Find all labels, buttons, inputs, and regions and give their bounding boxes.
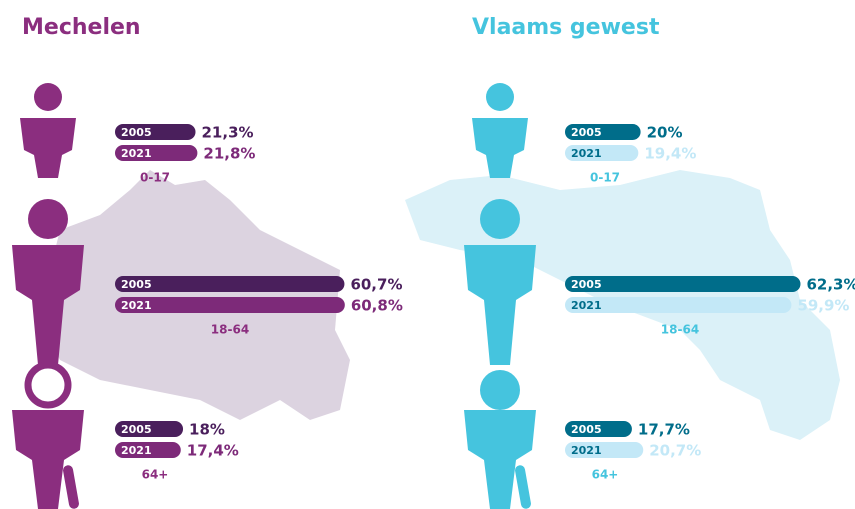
- category-label: 18-64: [661, 323, 699, 337]
- bar-year: 2021: [571, 444, 602, 457]
- bar-year: 2021: [121, 444, 152, 457]
- category-label: 64+: [592, 468, 619, 482]
- map-mechelen: [40, 170, 350, 420]
- panel-title: Mechelen: [22, 15, 141, 40]
- value-label: 17,7%: [638, 421, 690, 439]
- bar-year: 2005: [571, 278, 602, 291]
- bar: [565, 297, 792, 313]
- bar: [115, 297, 345, 313]
- bar: [565, 276, 801, 292]
- bar-year: 2021: [121, 147, 152, 160]
- bar-year: 2005: [121, 278, 152, 291]
- bar: [115, 124, 196, 140]
- category-label: 0-17: [140, 171, 170, 185]
- bar-year: 2005: [571, 423, 602, 436]
- bar-year: 2005: [121, 423, 152, 436]
- icons-mechelen: [12, 83, 84, 509]
- value-label: 60,7%: [350, 276, 402, 294]
- value-label: 62,3%: [806, 276, 855, 294]
- category-label: 0-17: [590, 171, 620, 185]
- bar-year: 2005: [121, 126, 152, 139]
- bar: [565, 421, 632, 437]
- bar: [115, 276, 345, 292]
- bar: [115, 145, 198, 161]
- value-label: 21,3%: [202, 124, 254, 142]
- value-label: 19,4%: [644, 145, 696, 163]
- category-label: 64+: [142, 468, 169, 482]
- bar-year: 2021: [571, 147, 602, 160]
- bar-year: 2005: [571, 126, 602, 139]
- value-label: 60,8%: [351, 297, 403, 315]
- bar-year: 2021: [571, 299, 602, 312]
- bar: [115, 442, 181, 458]
- value-label: 18%: [189, 421, 225, 439]
- bar: [565, 124, 641, 140]
- panel-title: Vlaams gewest: [472, 15, 660, 40]
- bar: [115, 421, 184, 437]
- category-label: 18-64: [211, 323, 249, 337]
- value-label: 21,8%: [203, 145, 255, 163]
- value-label: 20,7%: [649, 442, 701, 460]
- value-label: 59,9%: [797, 297, 849, 315]
- bar-year: 2021: [121, 299, 152, 312]
- bar: [565, 442, 644, 458]
- icons-vlaams: [464, 83, 536, 509]
- bar: [565, 145, 639, 161]
- value-label: 20%: [647, 124, 683, 142]
- value-label: 17,4%: [187, 442, 239, 460]
